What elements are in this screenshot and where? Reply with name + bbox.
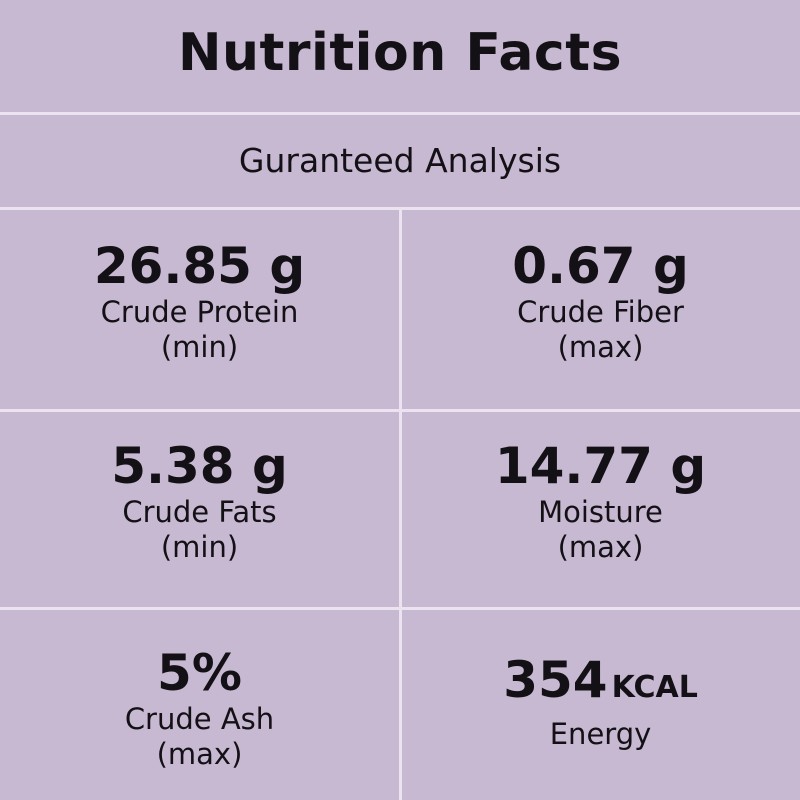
nutrient-qualifier: (max)	[557, 530, 644, 564]
nutrient-label: Crude Fiber	[517, 295, 684, 329]
nutrient-cell-moisture: 14.77 g Moisture (max)	[401, 438, 800, 564]
nutrient-value: 14.77 g	[494, 437, 707, 495]
energy-value-line: 354 KCAL	[503, 652, 698, 716]
nutrient-value: 0.67 g	[512, 237, 689, 295]
energy-value: 354	[503, 651, 608, 709]
nutrient-qualifier: (max)	[156, 737, 243, 771]
divider-title	[0, 112, 800, 115]
nutrient-cell-protein: 26.85 g Crude Protein (min)	[0, 238, 399, 364]
panel-title: Nutrition Facts	[177, 23, 623, 83]
nutrient-label: Crude Protein	[100, 295, 299, 329]
nutrient-label: Crude Ash	[124, 702, 275, 736]
nutrient-cell-fiber: 0.67 g Crude Fiber (max)	[401, 238, 800, 364]
subtitle-row: Guranteed Analysis	[0, 115, 800, 207]
nutrient-cell-ash: 5% Crude Ash (max)	[0, 645, 399, 771]
nutrient-label: Energy	[549, 717, 652, 751]
nutrient-label: Crude Fats	[122, 495, 277, 529]
nutrient-cell-energy: 354 KCAL Energy	[401, 652, 800, 752]
divider-subtitle	[0, 207, 800, 210]
nutrient-value: 5.38 g	[111, 437, 288, 495]
nutrient-cell-fats: 5.38 g Crude Fats (min)	[0, 438, 399, 564]
nutrient-qualifier: (min)	[160, 530, 239, 564]
nutrient-label: Moisture	[538, 495, 663, 529]
panel-subtitle: Guranteed Analysis	[238, 140, 562, 180]
nutrient-value: 26.85 g	[93, 237, 306, 295]
title-row: Nutrition Facts	[0, 0, 800, 112]
energy-unit: KCAL	[611, 670, 698, 705]
nutrient-value: 5%	[157, 644, 242, 702]
nutrient-qualifier: (max)	[557, 330, 644, 364]
nutrient-qualifier: (min)	[160, 330, 239, 364]
divider-column	[399, 210, 402, 800]
